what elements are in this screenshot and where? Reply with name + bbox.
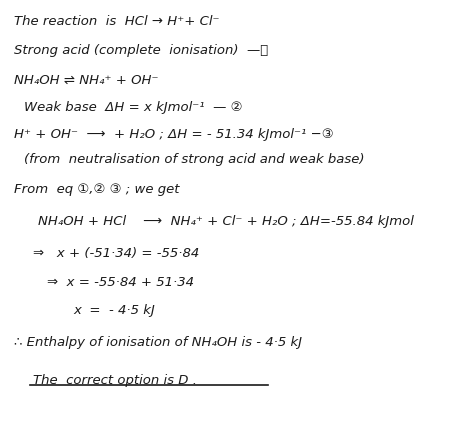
Text: x  =  - 4·5 kJ: x = - 4·5 kJ	[73, 304, 155, 317]
Text: NH₄OH + HCl    ⟶  NH₄⁺ + Cl⁻ + H₂O ; ΔH=-55.84 kJmol: NH₄OH + HCl ⟶ NH₄⁺ + Cl⁻ + H₂O ; ΔH=-55.…	[38, 215, 414, 228]
Text: NH₄OH ⇌ NH₄⁺ + OH⁻: NH₄OH ⇌ NH₄⁺ + OH⁻	[14, 74, 159, 87]
Text: ⇒   x + (-51·34) = -55·84: ⇒ x + (-51·34) = -55·84	[33, 247, 200, 261]
Text: ⇒  x = -55·84 + 51·34: ⇒ x = -55·84 + 51·34	[47, 276, 194, 289]
Text: Strong acid (complete  ionisation)  —ⓘ: Strong acid (complete ionisation) —ⓘ	[14, 44, 268, 58]
Text: The  correct option is D .: The correct option is D .	[33, 374, 197, 387]
Text: (from  neutralisation of strong acid and weak base): (from neutralisation of strong acid and …	[24, 153, 364, 166]
Text: ∴ Enthalpy of ionisation of NH₄OH is - 4·5 kJ: ∴ Enthalpy of ionisation of NH₄OH is - 4…	[14, 336, 302, 349]
Text: Weak base  ΔH = x kJmol⁻¹  — ②: Weak base ΔH = x kJmol⁻¹ — ②	[24, 101, 242, 114]
Text: The reaction  is  HCl → H⁺+ Cl⁻: The reaction is HCl → H⁺+ Cl⁻	[14, 15, 220, 28]
Text: H⁺ + OH⁻  ⟶  + H₂O ; ΔH = - 51.34 kJmol⁻¹ −③: H⁺ + OH⁻ ⟶ + H₂O ; ΔH = - 51.34 kJmol⁻¹ …	[14, 128, 334, 141]
Text: From  eq ①,② ③ ; we get: From eq ①,② ③ ; we get	[14, 183, 180, 196]
